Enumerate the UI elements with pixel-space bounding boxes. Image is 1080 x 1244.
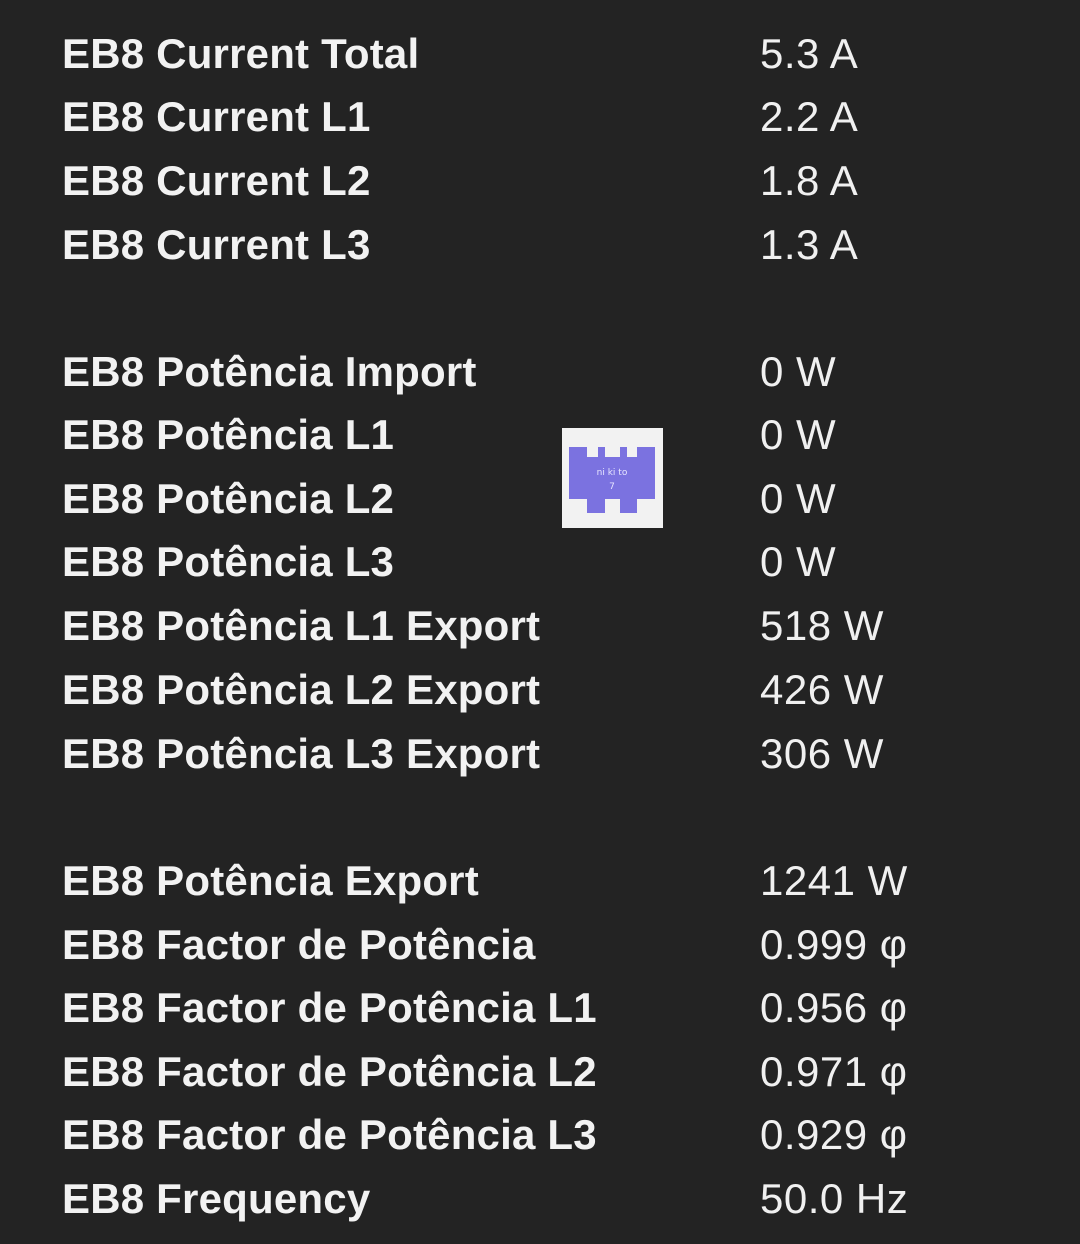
sensor-value: 0 W [760, 538, 837, 585]
watermark-text-line1: ni ki to [597, 468, 628, 478]
sensor-label: EB8 Potência Export [62, 857, 479, 904]
sensor-value: 306 W [760, 730, 884, 777]
sensor-value: 0 W [760, 348, 837, 395]
sensor-label: EB8 Factor de Potência [62, 921, 536, 968]
sensor-value: 518 W [760, 602, 884, 649]
sensor-row[interactable]: EB8 Potência L3 Export 306 W [0, 722, 1080, 786]
sensor-row[interactable]: EB8 Current Total 5.3 A [0, 22, 1080, 86]
sensor-row[interactable]: EB8 Potência L1 0 W [0, 403, 1080, 467]
sensor-value: 426 W [760, 666, 884, 713]
sensor-row[interactable]: EB8 Current L2 1.8 A [0, 149, 1080, 213]
sensor-value: 5.3 A [760, 30, 859, 77]
sensor-row[interactable]: EB8 Potência L2 0 W [0, 467, 1080, 531]
sensor-row[interactable]: EB8 Current L3 1.3 A [0, 213, 1080, 277]
sensor-label: EB8 Current L2 [62, 157, 371, 204]
watermark-shape: ni ki to 7 [569, 447, 655, 513]
sensor-value: 0.971 φ [760, 1048, 908, 1095]
sensor-label: EB8 Factor de Potência L1 [62, 984, 597, 1031]
sensor-label: EB8 Potência L1 [62, 411, 395, 458]
sensor-label: EB8 Frequency [62, 1175, 371, 1222]
sensor-row[interactable]: EB8 Factor de Potência L1 0.956 φ [0, 976, 1080, 1040]
sensor-value: 0.929 φ [760, 1111, 908, 1158]
sensor-value: 0.999 φ [760, 921, 908, 968]
watermark-puzzle-shape [569, 447, 655, 513]
sensor-row[interactable]: EB8 Frequency 50.0 Hz [0, 1167, 1080, 1231]
sensor-value: 0 W [760, 475, 837, 522]
sensor-value: 2.2 A [760, 93, 859, 140]
watermark-logo: ni ki to 7 [562, 428, 663, 528]
sensor-label: EB8 Factor de Potência L2 [62, 1048, 597, 1095]
sensor-row[interactable]: EB8 Potência Import 0 W [0, 340, 1080, 404]
watermark-text-line2: 7 [609, 482, 615, 492]
sensor-label: EB8 Potência L2 Export [62, 666, 541, 713]
sensor-label: EB8 Potência L2 [62, 475, 395, 522]
sensor-row[interactable]: EB8 Factor de Potência L2 0.971 φ [0, 1040, 1080, 1104]
sensor-row[interactable]: EB8 Factor de Potência 0.999 φ [0, 913, 1080, 977]
sensor-value: 0.956 φ [760, 984, 908, 1031]
sensor-label: EB8 Current Total [62, 30, 420, 77]
sensor-value: 50.0 Hz [760, 1175, 909, 1222]
sensor-label: EB8 Current L1 [62, 93, 371, 140]
sensor-label: EB8 Current L3 [62, 221, 371, 268]
sensor-value: 1.3 A [760, 221, 859, 268]
sensor-row[interactable]: EB8 Potência Export 1241 W [0, 849, 1080, 913]
sensor-value: 1.8 A [760, 157, 859, 204]
sensor-label: EB8 Potência L1 Export [62, 602, 541, 649]
sensor-label: EB8 Factor de Potência L3 [62, 1111, 597, 1158]
sensor-value: 1241 W [760, 857, 908, 904]
sensor-row[interactable]: EB8 Current L1 2.2 A [0, 85, 1080, 149]
sensor-row[interactable]: EB8 Potência L1 Export 518 W [0, 594, 1080, 658]
sensor-row[interactable]: EB8 Potência L2 Export 426 W [0, 658, 1080, 722]
sensor-row[interactable]: EB8 Potência L3 0 W [0, 530, 1080, 594]
sensor-label: EB8 Potência L3 [62, 538, 395, 585]
sensor-label: EB8 Potência L3 Export [62, 730, 541, 777]
sensor-label: EB8 Potência Import [62, 348, 477, 395]
sensor-value: 0 W [760, 411, 837, 458]
sensor-row[interactable]: EB8 Factor de Potência L3 0.929 φ [0, 1103, 1080, 1167]
